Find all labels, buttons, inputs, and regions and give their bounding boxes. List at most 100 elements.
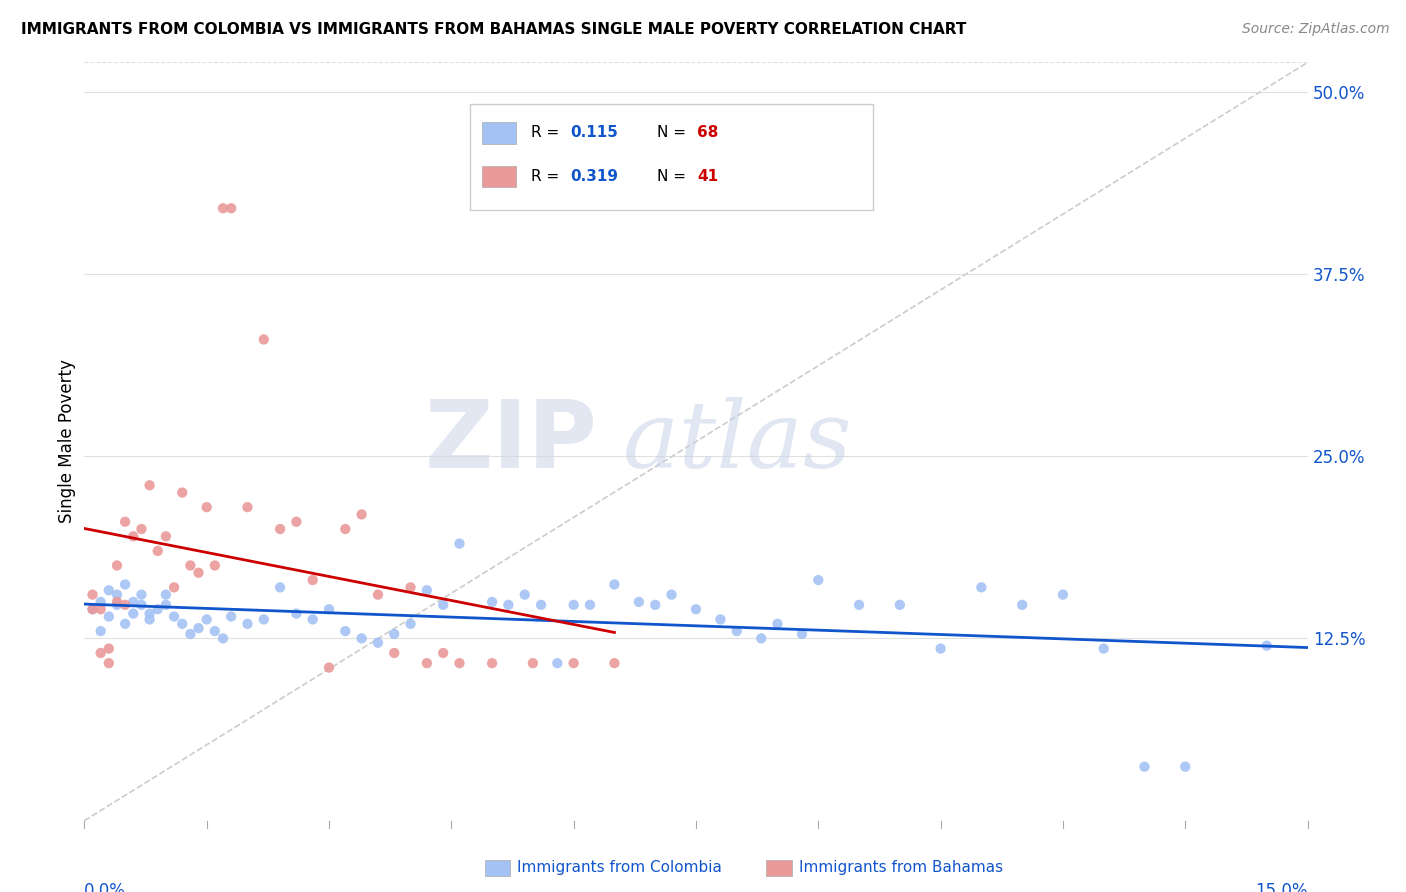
- Point: [195, 612, 218, 626]
- Point: [131, 598, 153, 612]
- Point: [644, 598, 666, 612]
- Point: [163, 609, 186, 624]
- Point: [179, 627, 201, 641]
- Point: [449, 536, 471, 550]
- Point: [90, 624, 112, 639]
- Point: [97, 656, 120, 670]
- FancyBboxPatch shape: [482, 122, 516, 144]
- Point: [416, 656, 439, 670]
- Point: [1011, 598, 1033, 612]
- Point: [236, 500, 259, 515]
- Point: [82, 602, 104, 616]
- Text: Immigrants from Colombia: Immigrants from Colombia: [517, 861, 723, 875]
- Point: [790, 627, 813, 641]
- Point: [350, 508, 373, 522]
- Text: N =: N =: [657, 169, 690, 184]
- Point: [219, 201, 242, 215]
- Point: [105, 588, 128, 602]
- Point: [685, 602, 707, 616]
- Point: [627, 595, 650, 609]
- Point: [269, 522, 291, 536]
- Point: [301, 573, 323, 587]
- Point: [131, 588, 153, 602]
- Text: atlas: atlas: [623, 397, 852, 486]
- Point: [269, 580, 291, 594]
- Point: [212, 201, 235, 215]
- Point: [212, 632, 235, 646]
- Point: [122, 607, 145, 621]
- Point: [562, 598, 585, 612]
- Point: [97, 609, 120, 624]
- Point: [90, 602, 112, 616]
- Point: [114, 616, 136, 631]
- Point: [155, 529, 177, 543]
- Point: [172, 485, 194, 500]
- Point: [530, 598, 553, 612]
- Point: [1256, 639, 1278, 653]
- Point: [204, 624, 226, 639]
- Point: [82, 588, 104, 602]
- Point: [236, 616, 259, 631]
- Point: [146, 544, 169, 558]
- Point: [416, 583, 439, 598]
- Point: [195, 500, 218, 515]
- Point: [82, 602, 104, 616]
- Point: [301, 612, 323, 626]
- Point: [1174, 760, 1197, 774]
- Point: [382, 627, 405, 641]
- Point: [146, 602, 169, 616]
- Point: [131, 522, 153, 536]
- Point: [432, 646, 454, 660]
- Point: [97, 641, 120, 656]
- Point: [105, 558, 128, 573]
- Point: [114, 515, 136, 529]
- Point: [1052, 588, 1074, 602]
- Point: [432, 598, 454, 612]
- Text: 15.0%: 15.0%: [1256, 882, 1308, 892]
- Text: 41: 41: [697, 169, 718, 184]
- Point: [709, 612, 731, 626]
- Point: [138, 478, 160, 492]
- Point: [603, 656, 626, 670]
- Point: [725, 624, 748, 639]
- Point: [179, 558, 201, 573]
- FancyBboxPatch shape: [482, 166, 516, 186]
- Point: [253, 612, 276, 626]
- Text: Immigrants from Bahamas: Immigrants from Bahamas: [799, 861, 1002, 875]
- Point: [318, 602, 340, 616]
- Point: [929, 641, 952, 656]
- Point: [449, 656, 471, 670]
- FancyBboxPatch shape: [470, 104, 873, 211]
- Point: [889, 598, 911, 612]
- Text: Source: ZipAtlas.com: Source: ZipAtlas.com: [1241, 22, 1389, 37]
- Text: IMMIGRANTS FROM COLOMBIA VS IMMIGRANTS FROM BAHAMAS SINGLE MALE POVERTY CORRELAT: IMMIGRANTS FROM COLOMBIA VS IMMIGRANTS F…: [21, 22, 966, 37]
- Text: N =: N =: [657, 126, 690, 140]
- Text: 0.0%: 0.0%: [84, 882, 127, 892]
- Point: [187, 621, 209, 635]
- Point: [97, 583, 120, 598]
- Point: [807, 573, 830, 587]
- Point: [114, 577, 136, 591]
- Point: [122, 529, 145, 543]
- Point: [350, 632, 373, 646]
- Point: [155, 588, 177, 602]
- Point: [848, 598, 870, 612]
- Point: [285, 515, 308, 529]
- Text: 0.115: 0.115: [569, 126, 617, 140]
- Point: [1133, 760, 1156, 774]
- Point: [163, 580, 186, 594]
- Point: [579, 598, 602, 612]
- Text: R =: R =: [531, 126, 564, 140]
- Point: [285, 607, 308, 621]
- Point: [367, 588, 389, 602]
- Point: [318, 660, 340, 674]
- Point: [522, 656, 544, 670]
- Point: [105, 595, 128, 609]
- Point: [603, 577, 626, 591]
- Point: [114, 598, 136, 612]
- Point: [105, 598, 128, 612]
- Point: [546, 656, 568, 670]
- Text: R =: R =: [531, 169, 564, 184]
- Point: [481, 656, 503, 670]
- Point: [204, 558, 226, 573]
